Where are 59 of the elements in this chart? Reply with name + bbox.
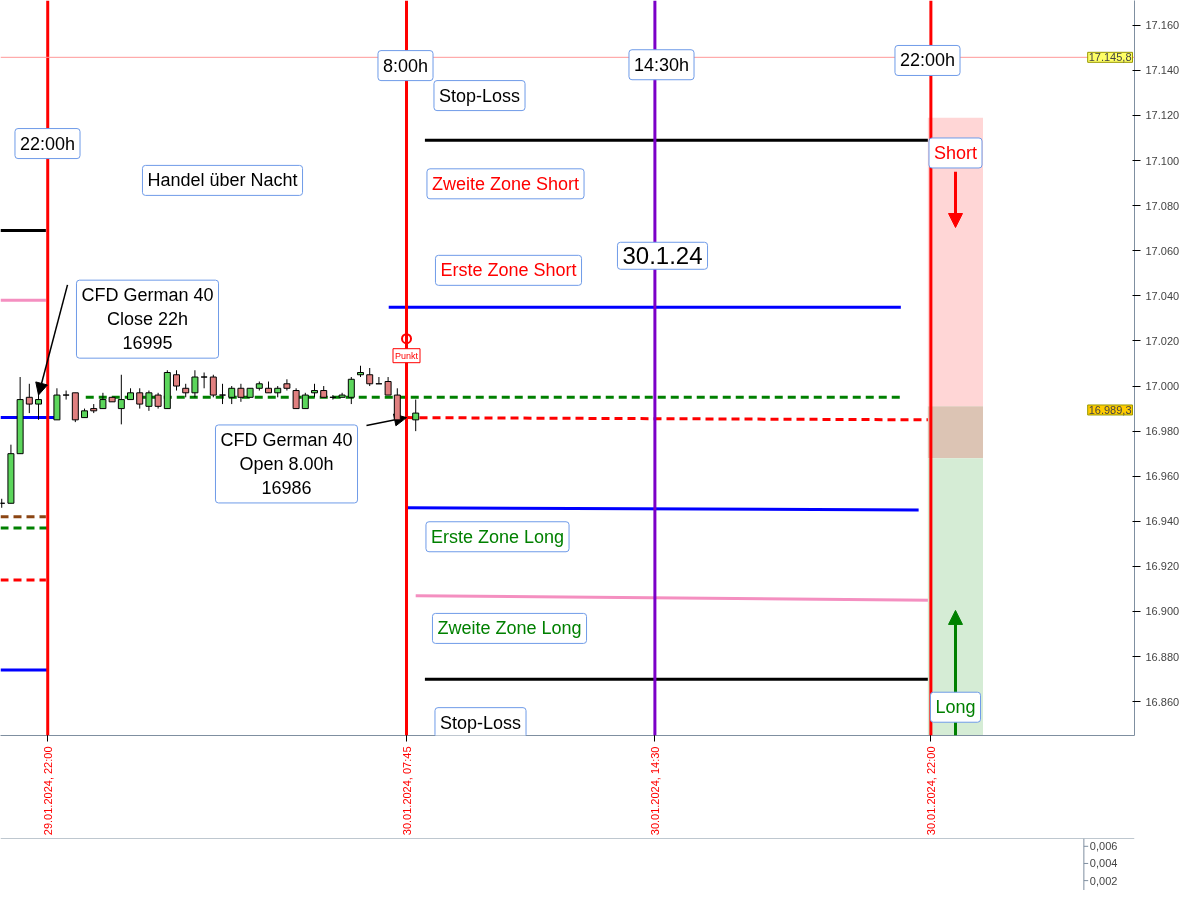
candlestick <box>283 378 291 392</box>
candlestick <box>62 390 70 401</box>
annotation: 22:00h <box>19 133 76 154</box>
y-tick-label: 16.980 <box>1145 425 1180 438</box>
candlestick <box>228 385 236 405</box>
y-tick-label: 16.940 <box>1145 515 1180 528</box>
candlestick <box>191 369 199 398</box>
text: 0,004 <box>1089 857 1118 870</box>
y-tick-label: 17.060 <box>1145 244 1180 257</box>
y-tick-label: 17.000 <box>1145 380 1180 393</box>
x-tick-label: 30.01.2024, 22:00 <box>924 746 937 836</box>
candlestick <box>219 383 227 405</box>
candlestick <box>136 387 144 410</box>
annotation: CFD German 40 Open 8.00h 16986 <box>220 429 353 498</box>
annotation: 8:00h <box>382 55 429 76</box>
annotation: Long <box>935 697 976 718</box>
candlestick <box>366 367 374 387</box>
annotation: 14:30h <box>633 54 690 75</box>
y-tick-label: 17.120 <box>1145 109 1180 122</box>
x-tick-label: 29.01.2024, 22:00 <box>41 746 54 836</box>
annotation: Short <box>933 142 978 163</box>
candlestick <box>292 387 300 410</box>
annotation: CFD German 40 Close 22h 16995 <box>81 285 214 354</box>
y-tick-label: 17.140 <box>1145 64 1180 77</box>
ref-line-label: 17.145,8 <box>1088 51 1132 64</box>
y-tick-label: 17.040 <box>1145 289 1180 302</box>
annotation: Zweite Zone Long <box>437 618 582 639</box>
annotation: Punkt <box>395 350 419 361</box>
annotation: 22:00h <box>899 50 956 71</box>
y-tick-label: 16.880 <box>1145 650 1180 663</box>
text: 0,002 <box>1089 874 1118 887</box>
candlestick <box>412 399 420 432</box>
y-tick-label: 16.960 <box>1145 470 1180 483</box>
candlestick <box>384 376 392 396</box>
candlestick <box>173 369 181 392</box>
candlestick <box>347 376 355 405</box>
x-tick-label: 30.01.2024, 07:45 <box>400 746 413 836</box>
annotation: 16.989,3 <box>1088 403 1132 416</box>
text: 0,006 <box>1089 840 1118 853</box>
candlestick <box>209 374 217 398</box>
y-tick-label: 17.020 <box>1145 334 1180 347</box>
annotation: 30.1.24 <box>622 242 703 270</box>
annotation: Zweite Zone Short <box>431 173 580 194</box>
bar <box>927 406 984 459</box>
candlestick <box>200 372 208 389</box>
annotation: Erste Zone Long <box>430 526 565 547</box>
candlestick <box>25 383 33 414</box>
candlestick <box>117 374 125 425</box>
y-tick-label: 16.860 <box>1145 695 1180 708</box>
y-tick-label: 16.920 <box>1145 560 1180 573</box>
annotation: Handel über Nacht <box>147 170 298 191</box>
y-tick-label: 17.100 <box>1145 154 1180 167</box>
x-tick-label: 30.01.2024, 14:30 <box>648 746 661 836</box>
y-tick-label: 17.160 <box>1145 19 1180 32</box>
y-tick-label: 17.080 <box>1145 199 1180 212</box>
y-tick-label: 16.900 <box>1145 605 1180 618</box>
annotation: Stop-Loss <box>439 712 522 733</box>
annotation: Stop-Loss <box>438 85 521 106</box>
annotation: Erste Zone Short <box>440 260 577 281</box>
